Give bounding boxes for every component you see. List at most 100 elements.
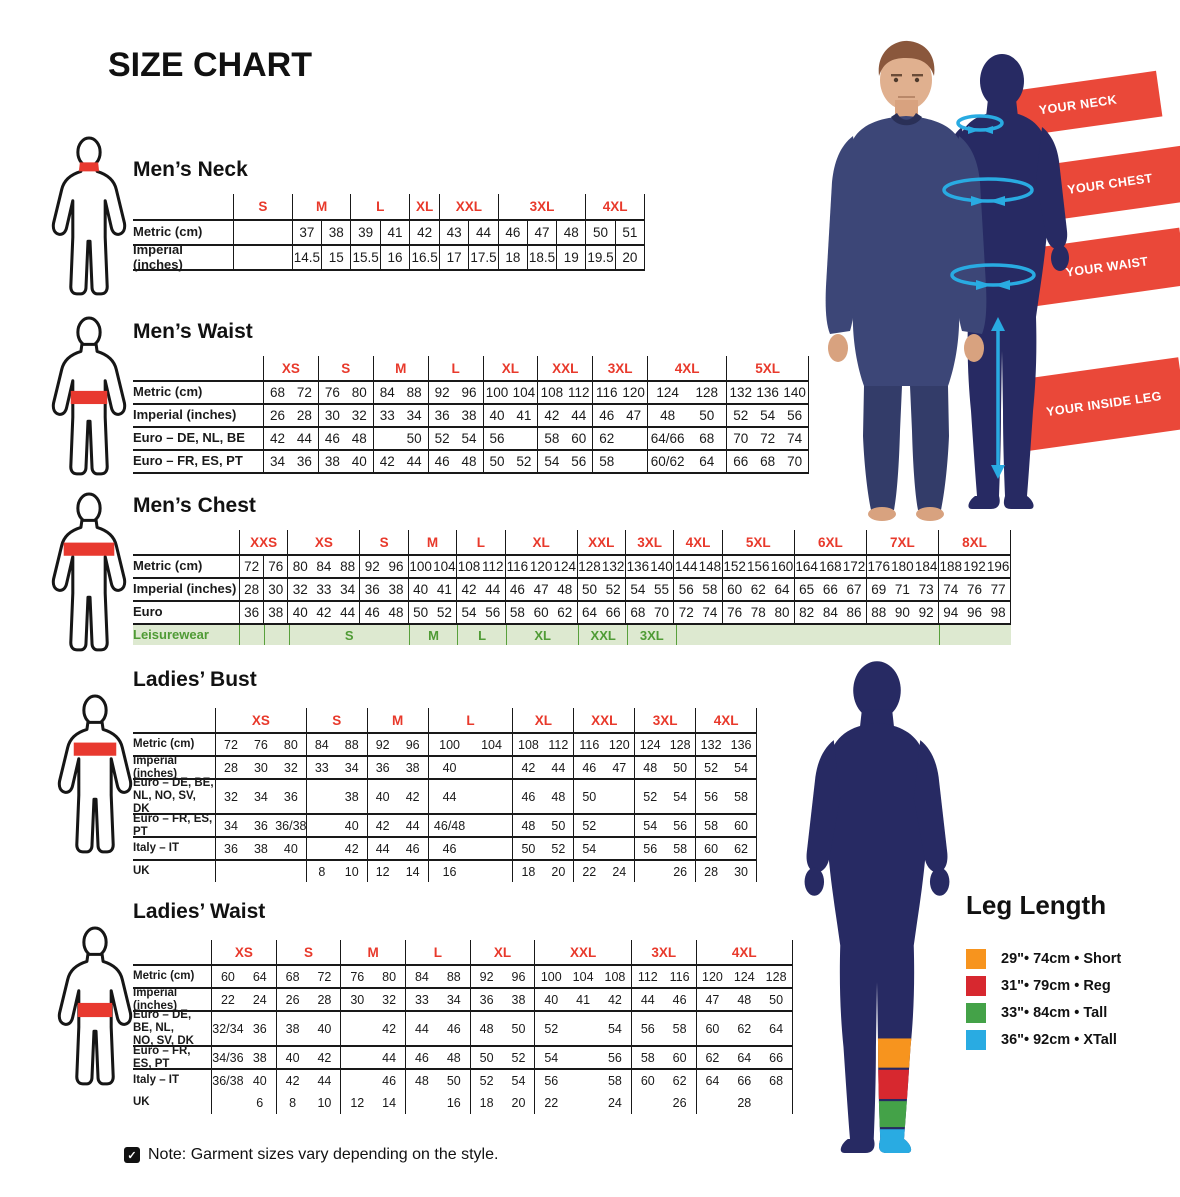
size-value: 76 — [324, 385, 340, 400]
size-group-cell: 50 — [372, 428, 428, 449]
size-group-cell: 42 — [340, 1012, 405, 1045]
size-group-cell: 26 28 — [263, 405, 318, 426]
leg-length-label: 29"• 74cm • Short — [1001, 951, 1122, 967]
size-value: 54 — [544, 454, 560, 469]
size-group-cell: 30 32 — [340, 989, 405, 1010]
size-group-cell: 6 — [211, 1091, 276, 1114]
size-group-cell: 68 72 — [275, 966, 341, 987]
size-value: 72 — [678, 605, 694, 620]
size-value: 56 — [678, 582, 694, 597]
size-value: 12 — [375, 864, 390, 879]
size-value: 64 — [769, 1021, 784, 1036]
size-value: 36 — [252, 1021, 267, 1036]
size-value: 58 — [673, 841, 688, 856]
size-value — [635, 861, 665, 882]
size-value: 60/62 — [650, 454, 685, 469]
size-value: 52 — [436, 605, 452, 620]
size-value: 52 — [516, 454, 532, 469]
size-value: 60 — [704, 841, 719, 856]
size-value: 36 — [253, 818, 268, 833]
size-group-cell: 188 192 196 — [937, 556, 1011, 577]
size-value: 68 — [285, 969, 300, 984]
size-value: 128 — [578, 559, 601, 574]
size-value: 40 — [252, 1073, 267, 1088]
size-value: 62 — [750, 582, 766, 597]
size-value: 50 — [413, 605, 429, 620]
size-group-cell: 88 90 92 — [865, 602, 938, 623]
size-group-cell: 68 70 — [625, 602, 673, 623]
size-value: 92 — [479, 969, 494, 984]
size-group-cell: 18 20 — [469, 1091, 535, 1114]
size-value: 50 — [521, 841, 536, 856]
size-value: 76 — [253, 737, 268, 752]
table-row: Imperial (inches) 28 30 32 33 34 36 38 40 42 44 46 4… — [133, 755, 758, 780]
size-value: 54 — [734, 760, 748, 775]
size-value: 54 — [511, 1073, 526, 1088]
size-group-cell: 144 148 — [673, 556, 721, 577]
size-value: 38 — [321, 221, 350, 244]
size-group-cell: 42 44 — [537, 405, 592, 426]
section-mens-chest: Men’s Chest XXS XS S M L XL XXL 3XL 4XL 5XL 6XL 7XL… — [51, 492, 1011, 652]
size-group-cell: 36 38 40 — [215, 838, 306, 859]
size-value: 14 — [405, 864, 420, 879]
size-value: 30 — [263, 579, 287, 600]
size-group-header: 5XL — [726, 356, 810, 380]
size-group-cell: 46 47 48 — [504, 579, 577, 600]
size-group-cell: 100 104 — [407, 556, 456, 577]
size-group-cell: 100 104 108 — [534, 966, 631, 987]
size-value: 116 — [506, 559, 529, 574]
size-value: 44 — [375, 841, 390, 856]
size-value: 34 — [340, 582, 356, 597]
table-title: Ladies’ Bust — [133, 668, 257, 691]
size-value: 148 — [698, 559, 722, 574]
size-group-header: 4XL — [673, 530, 721, 554]
size-value: 128 — [765, 969, 787, 984]
table-row: Euro 36 38 40 42 44 46 48 50 52 54 56 58 60 62 64 66 68 70… — [133, 600, 1011, 623]
section-mens-neck: Men’s Neck S M L XL XXL 3XL 4XL Metric (cm) 37 38… — [51, 136, 646, 296]
size-value: 88 — [344, 737, 359, 752]
size-value: 46 — [414, 1050, 429, 1065]
size-group-cell: 64/66 68 — [647, 428, 726, 449]
size-group-cell: 52 54 — [469, 1070, 535, 1091]
size-value: 77 — [990, 582, 1006, 597]
size-group-header: XL — [482, 356, 538, 380]
size-group-cell: 54 56 — [456, 602, 504, 623]
size-value: 16.5 — [411, 250, 438, 265]
size-value — [697, 1091, 729, 1114]
bust-highlight — [73, 742, 117, 756]
size-value: 34 — [253, 789, 268, 804]
leg-length-title: Leg Length — [966, 890, 1107, 920]
size-group-cell: 100 104 — [482, 382, 538, 403]
row-label: Euro – FR, ES, PT — [133, 812, 213, 838]
size-group-cell: 176 180 184 — [865, 556, 938, 577]
size-value: 14 — [382, 1095, 397, 1110]
size-value: 40 — [283, 841, 298, 856]
size-value: 100 — [485, 385, 509, 400]
size-value: 94 — [943, 605, 959, 620]
size-group-cell: 48 50 — [634, 757, 695, 778]
section-mens-waist: Men’s Waist XS S M L XL XXL 3XL 4XL 5XL Metric (c… — [51, 316, 810, 476]
table-row: Imperial (inches) 26 28 30 32 33 34 36 38 40 41 42 4… — [133, 403, 810, 426]
size-value: 64 — [774, 582, 790, 597]
table-header-row: XXS XS S M L XL XXL 3XL 4XL 5XL 6XL 7XL 8XL — [133, 530, 1011, 554]
size-value: 136 — [626, 559, 650, 574]
size-value: 56 — [607, 1050, 622, 1065]
leisure-size-cell: XXL — [578, 625, 627, 645]
size-group-cell: 50 52 — [512, 838, 573, 859]
size-group-cell: 50 52 — [482, 451, 538, 472]
size-value: 68 — [699, 431, 715, 446]
size-group-header: 3XL — [625, 530, 673, 554]
size-value: 196 — [986, 559, 1010, 574]
size-value: 28 — [296, 408, 312, 423]
size-group-cell: 50 52 — [407, 602, 456, 623]
size-value: 19.5 — [587, 250, 614, 265]
size-value: 78 — [750, 605, 766, 620]
size-value — [567, 1047, 599, 1068]
size-value — [212, 1091, 244, 1114]
size-group-cell: 108 112 — [512, 734, 573, 755]
size-value: 38 — [252, 1050, 267, 1065]
size-group-cell: 43 44 — [439, 221, 498, 244]
size-value: 18 — [521, 864, 536, 879]
size-value: 22 — [220, 992, 235, 1007]
size-group-header: 4XL — [695, 940, 794, 964]
